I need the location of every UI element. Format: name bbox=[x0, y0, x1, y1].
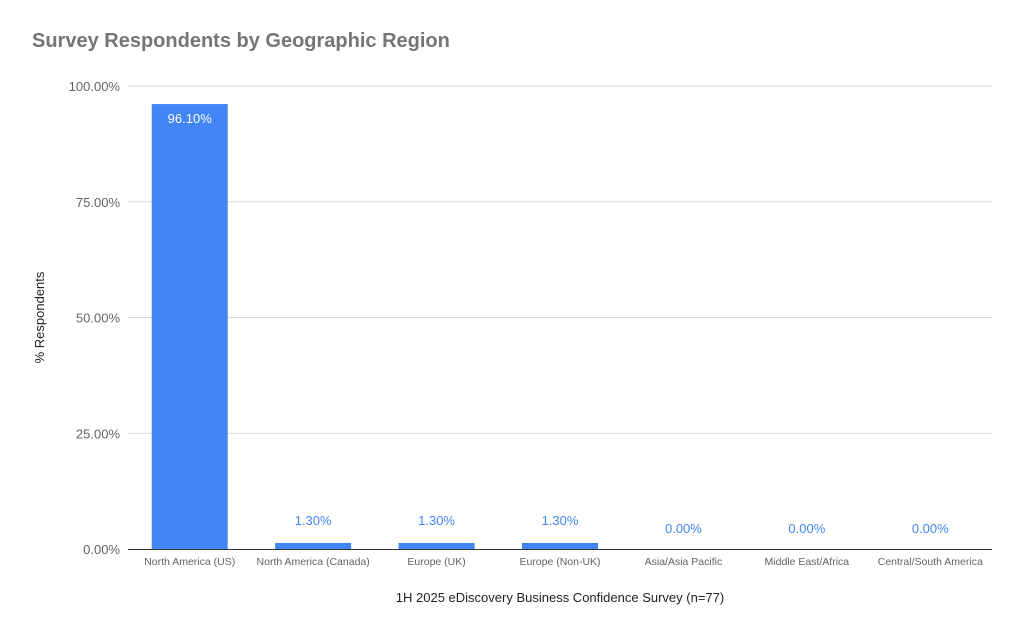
x-tick-label: North America (US) bbox=[144, 556, 235, 568]
value-labels: 96.10% 1.30% 1.30% 1.30% 0.00% 0.00% 0.00% bbox=[168, 111, 949, 536]
data-label: 1.30% bbox=[295, 513, 332, 528]
chart-title: Survey Respondents by Geographic Region bbox=[32, 30, 450, 52]
x-tick-label: Asia/Asia Pacific bbox=[645, 556, 723, 568]
x-tick-label: Europe (UK) bbox=[407, 556, 465, 568]
x-tick-label: North America (Canada) bbox=[257, 556, 370, 568]
data-label: 96.10% bbox=[168, 111, 213, 126]
x-axis-title: 1H 2025 eDiscovery Business Confidence S… bbox=[396, 590, 724, 605]
gridlines bbox=[128, 85, 992, 434]
y-axis-title: % Respondents bbox=[32, 271, 47, 363]
y-tick-label: 75.00% bbox=[76, 195, 121, 210]
y-tick-label: 25.00% bbox=[76, 426, 121, 441]
x-tick-label: Central/South America bbox=[878, 556, 983, 568]
y-tick-label: 0.00% bbox=[83, 542, 120, 557]
data-label: 1.30% bbox=[418, 513, 455, 528]
bar bbox=[522, 542, 598, 549]
bar bbox=[275, 542, 352, 549]
y-tick-label: 50.00% bbox=[76, 311, 121, 326]
bar bbox=[398, 542, 475, 549]
y-axis-ticks: 0.00% 25.00% 50.00% 75.00% 100.00% bbox=[69, 79, 121, 557]
data-label: 1.30% bbox=[542, 513, 579, 528]
x-axis-categories: North America (US) North America (Canada)… bbox=[144, 556, 983, 568]
y-tick-label: 100.00% bbox=[69, 79, 121, 94]
x-tick-label: Middle East/Africa bbox=[765, 556, 850, 568]
data-label: 0.00% bbox=[665, 521, 702, 536]
data-label: 0.00% bbox=[912, 521, 949, 536]
data-label: 0.00% bbox=[788, 521, 825, 536]
bar bbox=[151, 104, 228, 549]
x-tick-label: Europe (Non-UK) bbox=[519, 556, 600, 568]
bars bbox=[151, 104, 598, 549]
